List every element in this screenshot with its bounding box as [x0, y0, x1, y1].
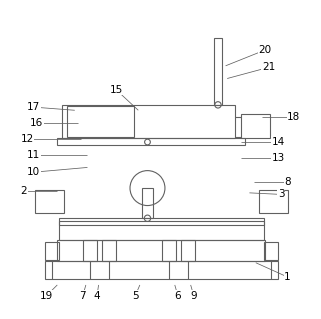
Text: 18: 18: [287, 112, 300, 122]
Text: 21: 21: [262, 63, 275, 72]
Text: 20: 20: [259, 45, 272, 55]
Bar: [143, 188, 152, 218]
Text: 9: 9: [191, 291, 197, 301]
Text: 8: 8: [284, 177, 291, 187]
Bar: [181, 241, 195, 261]
Bar: [45, 261, 278, 278]
Text: 7: 7: [79, 291, 86, 301]
Bar: [162, 241, 176, 261]
Bar: [35, 190, 64, 213]
Bar: [57, 138, 245, 145]
Bar: [259, 190, 288, 213]
Bar: [67, 107, 134, 137]
Text: 13: 13: [271, 153, 285, 163]
Bar: [102, 241, 116, 261]
Text: 17: 17: [27, 102, 40, 112]
Text: 10: 10: [27, 167, 40, 177]
Bar: [59, 218, 264, 225]
Text: 2: 2: [21, 186, 27, 196]
Text: 14: 14: [271, 137, 285, 147]
Bar: [45, 242, 59, 260]
Bar: [62, 105, 235, 138]
Text: 12: 12: [21, 134, 34, 144]
Text: 1: 1: [284, 272, 291, 282]
Text: 19: 19: [39, 291, 53, 301]
Text: 16: 16: [30, 118, 43, 128]
Text: 15: 15: [109, 85, 123, 95]
Text: 11: 11: [27, 150, 40, 160]
Bar: [59, 221, 264, 241]
Bar: [214, 38, 222, 105]
Text: 6: 6: [175, 291, 181, 301]
Text: 4: 4: [94, 291, 100, 301]
Bar: [83, 241, 97, 261]
Bar: [57, 241, 265, 261]
Bar: [264, 242, 278, 260]
Text: 5: 5: [132, 291, 138, 301]
Text: 3: 3: [278, 189, 284, 199]
Bar: [241, 115, 270, 138]
